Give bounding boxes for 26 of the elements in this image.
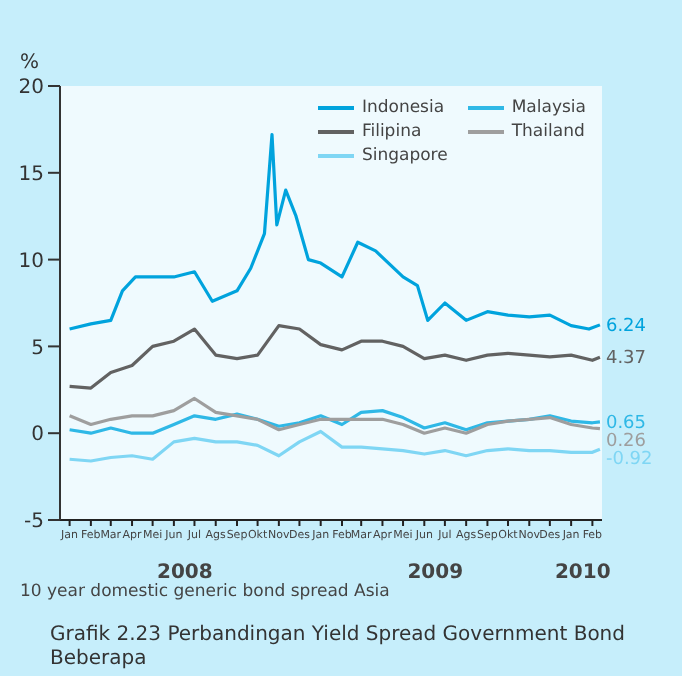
y-tick-label: 20 <box>18 77 44 100</box>
legend-label: Singapore <box>361 146 448 166</box>
line-series <box>68 409 602 435</box>
legend-label: Thailand <box>511 122 585 142</box>
legend-label: Malaysia <box>511 98 586 118</box>
text: Grafik 2.23 Perbandingan Yield Spread Government Bond Beberapa <box>50 624 627 672</box>
line-series <box>68 429 602 463</box>
data-label: 4.37 <box>605 349 647 370</box>
legend-label: Indonesia <box>361 98 445 118</box>
y-tick-label: 15 <box>18 163 44 186</box>
x2-tick-label: 2010 <box>554 562 611 585</box>
line-series <box>68 396 602 435</box>
text: 10 year domestic generic bond spread Asia <box>20 582 390 602</box>
y-tick-label: 10 <box>18 250 44 273</box>
y-tick-label: 0 <box>31 424 44 447</box>
x2-tick-label: 2009 <box>407 562 464 585</box>
data-label: 0.65 <box>605 413 647 434</box>
x2-tick-label: 2008 <box>157 562 213 585</box>
legend-label: Filipina <box>361 122 422 142</box>
y-tick-label: 5 <box>31 337 44 360</box>
y-tick-label: -5 <box>24 511 44 534</box>
data-label: 6.24 <box>605 316 647 337</box>
data-label: -0.92 <box>605 449 653 470</box>
y-axis-title: % <box>20 52 40 74</box>
line-series <box>68 323 602 390</box>
data-label: 0.26 <box>605 431 647 452</box>
